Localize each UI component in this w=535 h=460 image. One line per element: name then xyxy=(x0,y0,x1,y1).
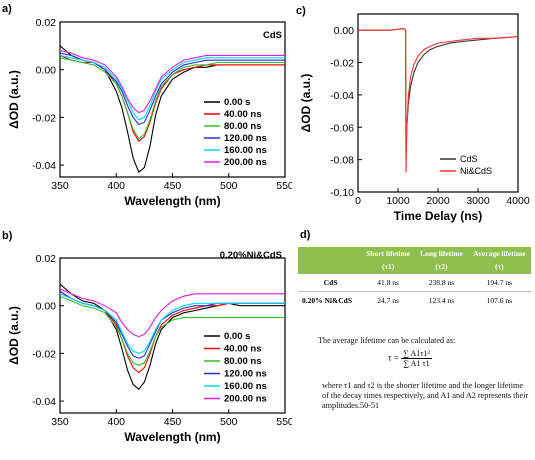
y-axis-label: ΔOD (a.u.) xyxy=(7,70,21,129)
y-axis-label: ΔOD (a.u.) xyxy=(7,306,21,365)
plot-frame xyxy=(357,13,519,193)
x-axis-label: Time Delay (ns) xyxy=(394,209,482,223)
series-line xyxy=(60,288,285,338)
y-tick-label: -0.02 xyxy=(32,348,56,360)
x-tick-label: 500 xyxy=(220,416,238,428)
y-tick-label: -0.06 xyxy=(330,122,354,134)
legend-label: 120.00 ns xyxy=(224,133,267,144)
table-cell: 41.8 ns xyxy=(361,273,416,292)
x-axis-label: Wavelength (nm) xyxy=(124,430,220,444)
chart-b: b) 350 400 450 500 550 0.02 0.00 -0.02 -0.04 Wavel… xyxy=(2,230,292,444)
legend-label: 0.00 s xyxy=(224,97,250,108)
panel-label: b) xyxy=(2,230,13,242)
table-header: Short lifetime xyxy=(361,247,416,260)
note-body: where τ1 and τ2 is the shorter lifetime … xyxy=(322,381,529,410)
y-tick-label: 0.02 xyxy=(36,253,57,265)
y-tick-label: -0.02 xyxy=(330,58,354,70)
table-header: Average lifetime xyxy=(467,247,531,260)
table-cell: CdS xyxy=(298,273,362,292)
legend-label: 80.00 ns xyxy=(224,121,262,132)
legend-label: 0.00 s xyxy=(224,331,250,342)
formula-lhs: τ = xyxy=(388,352,399,363)
table-header xyxy=(298,247,362,260)
series-line xyxy=(60,50,285,114)
series-line xyxy=(60,293,285,354)
table-header-row: Short lifetime Long lifetime Average lif… xyxy=(298,247,531,260)
table-cell: 194.7 ns xyxy=(467,273,531,292)
x-tick-label: 2000 xyxy=(426,195,450,207)
x-tick-label: 4000 xyxy=(506,195,530,207)
formula-fraction: ∑ A1τ1² ∑ A1 τ1 xyxy=(401,349,432,368)
legend-label: 160.00 ns xyxy=(224,381,267,392)
lifetime-table-wrap: Short lifetime Long lifetime Average lif… xyxy=(298,247,531,309)
y-tick-label: 0.02 xyxy=(36,17,57,29)
legend-label: 160.00 ns xyxy=(224,145,267,156)
legend-label: 40.00 ns xyxy=(224,344,262,355)
series-line xyxy=(358,28,518,160)
chart-a: a) 350 400 450 500 550 0.02 0.00 -0.02 -0.04 Wavel… xyxy=(2,3,292,208)
table-cell: 238.8 ns xyxy=(415,273,468,292)
series-line xyxy=(358,28,518,173)
sample-tag: 0.20%Ni&CdS xyxy=(220,250,282,261)
x-tick-label: 500 xyxy=(220,180,238,192)
table-subheader: (τ) xyxy=(467,260,531,274)
x-tick-label: 1000 xyxy=(386,195,410,207)
panel-label: a) xyxy=(2,3,12,15)
table-cell: 123.4 ns xyxy=(415,291,468,309)
table-subheader xyxy=(298,260,362,274)
lifetime-table: Short lifetime Long lifetime Average lif… xyxy=(298,247,531,309)
x-tick-label: 400 xyxy=(107,416,125,428)
sample-tag: CdS xyxy=(263,30,282,41)
panel-d-label: d) xyxy=(300,229,311,241)
formula-numerator: ∑ A1τ1² xyxy=(401,349,432,359)
series-line xyxy=(60,57,285,140)
x-axis-label: Wavelength (nm) xyxy=(124,194,220,208)
table-cell: 0.20% Ni&CdS xyxy=(298,291,362,309)
table-subheader-row: (τ1) (τ2) (τ) xyxy=(298,260,531,274)
table-cell: 107.6 ns xyxy=(467,291,531,309)
y-tick-label: -0.04 xyxy=(330,90,354,102)
legend-label: CdS xyxy=(460,154,478,164)
x-tick-label: 350 xyxy=(51,180,69,192)
series-line xyxy=(60,52,285,126)
table-header: Long lifetime xyxy=(415,247,468,260)
table-subheader: (τ2) xyxy=(415,260,468,274)
table-cell: 24.7 ns xyxy=(361,291,416,309)
y-tick-label: -0.02 xyxy=(32,112,56,124)
panel-label: c) xyxy=(296,5,306,17)
y-tick-label: -0.04 xyxy=(32,160,56,172)
legend-label: 120.00 ns xyxy=(224,369,267,380)
legend-label: 200.00 ns xyxy=(224,394,267,405)
average-lifetime-formula: τ = ∑ A1τ1² ∑ A1 τ1 xyxy=(388,349,432,368)
x-tick-label: 450 xyxy=(164,416,182,428)
table-row: 0.20% Ni&CdS 24.7 ns 123.4 ns 107.6 ns xyxy=(298,291,531,309)
y-tick-label: -0.10 xyxy=(330,187,354,199)
y-tick-label: 0.00 xyxy=(36,65,57,77)
legend-label: 80.00 ns xyxy=(224,356,262,367)
lifetime-note: The average lifetime can be calculated a… xyxy=(318,336,533,346)
series-line xyxy=(60,54,285,121)
x-tick-label: 400 xyxy=(107,180,125,192)
table-subheader: (τ1) xyxy=(361,260,416,274)
x-tick-label: 550 xyxy=(276,416,292,428)
table-row: CdS 41.8 ns 238.8 ns 194.7 ns xyxy=(298,273,531,292)
x-tick-label: 550 xyxy=(276,180,292,192)
legend-label: 40.00 ns xyxy=(224,109,262,120)
x-tick-label: 350 xyxy=(51,416,69,428)
legend-label: Ni&CdS xyxy=(460,166,492,176)
x-tick-label: 450 xyxy=(164,180,182,192)
y-tick-label: 0.00 xyxy=(36,301,57,313)
x-tick-label: 3000 xyxy=(466,195,490,207)
note-intro: The average lifetime can be calculated a… xyxy=(318,336,456,345)
legend-label: 200.00 ns xyxy=(224,157,267,168)
y-tick-label: -0.04 xyxy=(32,396,56,408)
y-tick-label: -0.08 xyxy=(330,155,354,167)
y-axis-label: ΔOD (a.u.) xyxy=(299,74,313,133)
y-tick-label: 0.00 xyxy=(334,25,355,37)
chart-c: c) 0 1000 2000 3000 4000 0.00 -0.02 -0.04 -0.06 -0… xyxy=(296,5,530,223)
series-line xyxy=(60,295,285,366)
x-tick-label: 0 xyxy=(355,195,361,207)
formula-denominator: ∑ A1 τ1 xyxy=(403,359,430,368)
